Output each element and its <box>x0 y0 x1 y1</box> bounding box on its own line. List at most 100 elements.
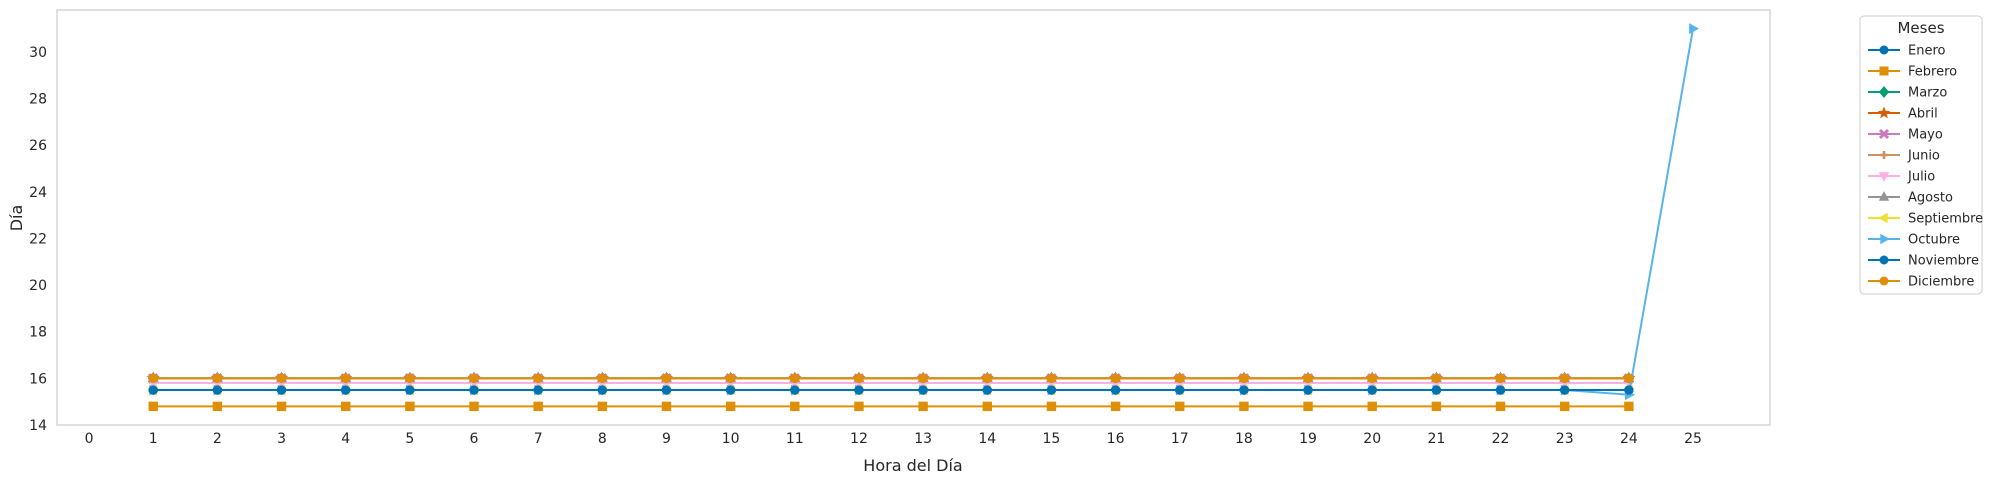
y-tick-label: 16 <box>29 371 47 387</box>
data-point <box>1046 373 1057 384</box>
data-point <box>1303 385 1313 395</box>
data-point <box>212 401 223 412</box>
data-point <box>1431 373 1442 384</box>
x-tick-label: 4 <box>341 431 350 447</box>
data-point <box>1110 373 1121 384</box>
data-point <box>1431 401 1442 412</box>
x-tick-label: 25 <box>1684 431 1702 447</box>
series-layer <box>146 23 1700 412</box>
data-point <box>533 385 543 395</box>
legend-title: Meses <box>1897 19 1944 37</box>
data-point <box>854 373 864 384</box>
data-point <box>597 373 608 384</box>
legend-item: Septiembre <box>1868 212 1983 227</box>
data-point <box>661 373 672 384</box>
legend-item: Marzo <box>1868 86 1947 101</box>
legend-item: Abril <box>1868 106 1938 122</box>
data-point <box>982 401 992 412</box>
x-tick-label: 1 <box>149 431 158 447</box>
x-tick-label: 12 <box>850 431 868 447</box>
x-tick-label: 8 <box>598 431 607 447</box>
data-point <box>790 373 800 384</box>
data-point <box>341 373 351 384</box>
legend-marker <box>1879 255 1889 265</box>
data-point <box>1175 385 1185 395</box>
y-tick-label: 20 <box>29 278 47 294</box>
data-point <box>725 401 736 412</box>
data-point <box>918 385 928 395</box>
data-point <box>1046 401 1057 412</box>
data-point <box>1624 401 1634 412</box>
data-point <box>276 373 287 384</box>
data-point <box>1175 401 1185 412</box>
x-tick-label: 22 <box>1492 431 1510 447</box>
y-tick-label: 26 <box>29 138 47 154</box>
legend-item: Mayo <box>1868 128 1943 143</box>
legend-marker <box>1880 151 1888 159</box>
x-tick-label: 17 <box>1171 431 1189 447</box>
x-tick-label: 5 <box>405 431 414 447</box>
data-point <box>982 373 992 384</box>
x-tick-label: 0 <box>85 431 94 447</box>
legend-marker <box>1878 191 1890 201</box>
data-point <box>1495 373 1506 384</box>
legend-label: Julio <box>1907 170 1935 185</box>
y-tick-label: 24 <box>29 185 47 201</box>
data-point <box>597 401 608 412</box>
legend-label: Junio <box>1907 149 1940 164</box>
x-tick-label: 11 <box>786 431 804 447</box>
legend-marker <box>1878 86 1890 98</box>
data-point <box>148 373 158 384</box>
x-tick-label: 2 <box>213 431 222 447</box>
legend-items: Enero Febrero Marzo Abril Mayo Junio Julio Agos… <box>1868 44 1983 290</box>
legend-marker <box>1879 45 1889 55</box>
legend-marker <box>1877 106 1891 119</box>
data-point <box>1559 401 1570 412</box>
legend-label: Abril <box>1908 107 1938 122</box>
x-tick-label: 16 <box>1107 431 1125 447</box>
data-point <box>1689 23 1700 35</box>
data-point <box>1495 385 1506 395</box>
data-point <box>212 385 223 395</box>
x-tick-label: 20 <box>1363 431 1381 447</box>
data-point <box>212 373 223 384</box>
series-noviembre <box>148 385 1634 395</box>
data-point <box>341 401 351 412</box>
legend-item: Noviembre <box>1868 254 1979 269</box>
y-tick-label: 22 <box>29 231 47 247</box>
legend-label: Enero <box>1908 44 1946 59</box>
data-point <box>661 401 672 412</box>
data-point <box>918 401 928 412</box>
legend-label: Diciembre <box>1908 275 1974 290</box>
y-axis-label: Día <box>7 205 26 232</box>
data-point <box>405 373 415 384</box>
legend-item: Julio <box>1868 170 1935 185</box>
data-point <box>1431 385 1442 395</box>
data-point <box>276 401 287 412</box>
x-tick-label: 7 <box>534 431 543 447</box>
data-point <box>1110 385 1121 395</box>
data-point <box>1559 373 1570 384</box>
data-point <box>597 385 608 395</box>
data-point <box>1239 373 1249 384</box>
data-point <box>982 385 992 395</box>
data-point <box>1624 385 1634 395</box>
x-tick-label: 3 <box>277 431 286 447</box>
data-point <box>1239 401 1249 412</box>
data-point <box>1367 385 1377 395</box>
data-point <box>405 401 415 412</box>
data-point <box>1495 401 1506 412</box>
data-point <box>918 373 928 384</box>
x-tick-label: 10 <box>722 431 740 447</box>
data-point <box>276 385 287 395</box>
legend-item: Agosto <box>1868 191 1953 206</box>
data-point <box>148 385 158 395</box>
legend-label: Mayo <box>1908 128 1943 143</box>
x-tick-label: 13 <box>914 431 932 447</box>
x-tick-label: 24 <box>1620 431 1638 447</box>
legend-label: Marzo <box>1908 86 1947 101</box>
x-tick-label: 21 <box>1427 431 1445 447</box>
data-point <box>469 401 479 412</box>
legend-item: Diciembre <box>1868 275 1974 290</box>
plot-area <box>56 9 1771 426</box>
